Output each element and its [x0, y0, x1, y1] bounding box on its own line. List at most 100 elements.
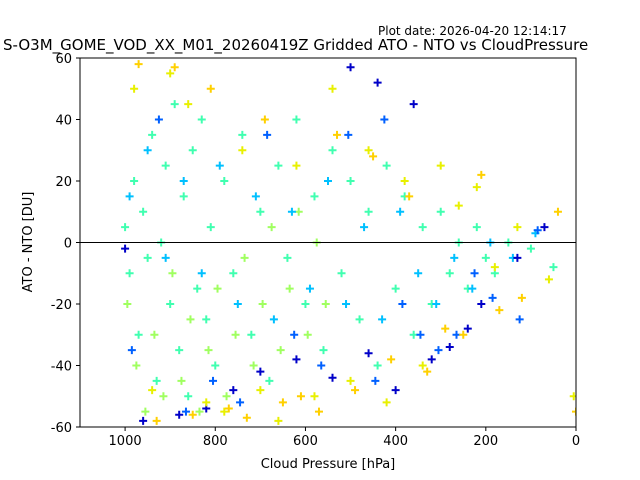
data-point: [549, 263, 558, 272]
data-point: [344, 130, 353, 139]
data-point: [197, 269, 206, 278]
x-tick-label: 1000: [109, 434, 142, 449]
data-point: [233, 300, 242, 308]
data-point: [378, 315, 387, 324]
data-point: [209, 376, 218, 385]
data-point: [247, 330, 256, 339]
data-point: [256, 207, 265, 216]
data-point: [303, 330, 312, 339]
data-point: [328, 84, 337, 93]
data-point: [380, 115, 389, 124]
data-point: [152, 416, 161, 425]
y-tick-label: -40: [51, 360, 72, 375]
y-tick-label: -20: [51, 298, 72, 313]
data-point: [495, 306, 504, 315]
x-tick-label: 800: [203, 434, 228, 449]
data-point: [317, 361, 326, 370]
data-point: [287, 207, 296, 216]
data-point: [238, 146, 247, 155]
data-point: [445, 343, 454, 352]
data-point: [238, 130, 247, 139]
data-point: [382, 161, 391, 170]
data-point: [409, 100, 418, 109]
data-point: [292, 161, 301, 170]
data-point: [265, 376, 274, 385]
data-point: [159, 392, 168, 401]
data-point: [231, 330, 240, 339]
data-point: [236, 398, 245, 407]
data-point: [513, 253, 522, 262]
data-point: [369, 152, 378, 161]
data-point: [177, 376, 186, 385]
data-point: [333, 130, 342, 139]
data-point: [373, 361, 382, 370]
data-point: [175, 346, 184, 355]
data-point: [517, 293, 526, 302]
data-point: [391, 386, 400, 395]
x-axis-label: Cloud Pressure [hPa]: [261, 457, 396, 472]
data-point: [134, 330, 143, 339]
data-point: [195, 407, 204, 416]
data-point: [292, 115, 301, 124]
data-point: [346, 376, 355, 385]
data-point: [468, 284, 477, 293]
x-axis: 1000 800 600 400 200 0: [109, 427, 580, 449]
chart-subtitle: Plot date: 2026-04-20 12:14:17: [378, 24, 567, 38]
data-point: [184, 392, 193, 401]
data-point: [488, 293, 497, 302]
data-point: [391, 284, 400, 293]
y-tick-label: -60: [51, 421, 72, 436]
data-point: [324, 177, 332, 185]
x-tick-label: 600: [293, 434, 318, 449]
data-point: [540, 223, 549, 232]
data-point: [364, 146, 373, 155]
data-point: [490, 263, 499, 272]
data-point: [436, 207, 445, 216]
data-point: [274, 416, 283, 425]
data-point: [445, 269, 454, 278]
data-point: [301, 300, 310, 308]
data-point: [463, 324, 472, 333]
data-point: [371, 376, 380, 385]
data-point: [202, 315, 211, 324]
data-point: [346, 63, 355, 72]
data-point: [328, 373, 337, 382]
data-point: [283, 253, 292, 262]
data-point: [179, 192, 188, 201]
data-point: [143, 146, 152, 155]
data-point: [418, 361, 427, 370]
data-point: [477, 170, 486, 179]
data-point: [139, 207, 148, 216]
data-point: [197, 115, 206, 124]
data-point: [314, 407, 323, 416]
data-point: [290, 330, 299, 339]
data-point: [166, 300, 175, 308]
data-point: [242, 413, 251, 422]
data-point: [154, 115, 163, 124]
data-point: [202, 398, 211, 407]
y-tick-label: 20: [55, 175, 72, 190]
data-point: [121, 244, 130, 253]
data-point: [526, 244, 535, 253]
data-point: [292, 355, 301, 364]
data-point: [396, 207, 405, 216]
data-point: [351, 386, 360, 395]
data-point: [127, 346, 136, 355]
data-point: [373, 78, 382, 87]
data-point: [168, 269, 177, 278]
data-point: [416, 330, 425, 339]
data-point: [472, 223, 481, 232]
data-point: [186, 315, 195, 324]
data-point: [141, 407, 150, 416]
data-point: [572, 407, 576, 416]
data-point: [260, 115, 269, 124]
data-point: [432, 300, 441, 308]
data-point: [125, 192, 134, 201]
data-point: [319, 346, 328, 355]
data-point: [267, 223, 276, 232]
data-point: [414, 269, 423, 278]
data-point: [441, 324, 450, 333]
data-point: [481, 253, 490, 262]
data-point: [296, 392, 305, 401]
data-point: [229, 269, 238, 278]
